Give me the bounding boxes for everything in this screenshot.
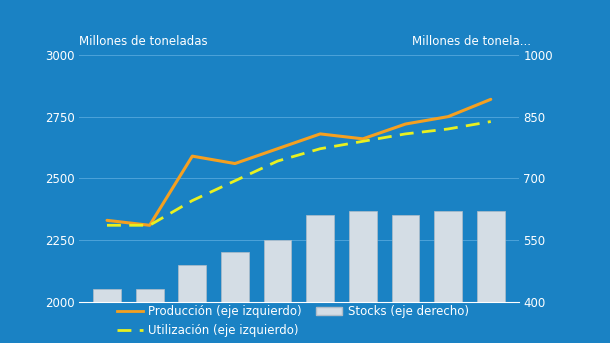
Bar (264, 240, 292, 302)
Bar (434, 211, 462, 302)
Bar (349, 211, 377, 302)
Text: Millones de tonela...: Millones de tonela... (412, 35, 531, 48)
Bar (477, 211, 504, 302)
Bar (179, 265, 206, 302)
Bar (221, 252, 249, 302)
Bar (392, 215, 419, 302)
Text: Millones de toneladas: Millones de toneladas (79, 35, 208, 48)
Bar (306, 215, 334, 302)
Bar (136, 289, 163, 302)
Bar (93, 289, 121, 302)
Legend: Producción (eje izquierdo), Utilización (eje izquierdo), Stocks (eje derecho): Producción (eje izquierdo), Utilización … (117, 305, 469, 337)
